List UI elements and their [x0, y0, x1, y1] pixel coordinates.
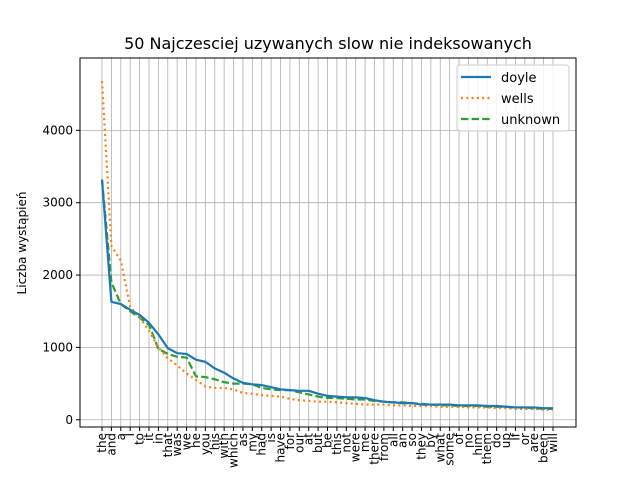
legend-box: [456, 64, 570, 132]
x-tick-label: you: [198, 433, 212, 455]
x-tick-label: which: [227, 433, 241, 468]
x-tick-label: up: [499, 433, 513, 448]
x-tick-label: with: [217, 433, 231, 458]
x-tick-label: will: [546, 433, 560, 453]
x-tick-label: not: [339, 433, 353, 453]
x-tick-label: there: [367, 433, 381, 465]
legend-label-doyle: doyle: [501, 71, 537, 86]
x-tick-label: them: [480, 433, 494, 464]
x-tick-label: an: [396, 433, 410, 448]
x-tick-label: all: [386, 433, 400, 447]
x-tick-label: are: [527, 433, 541, 452]
y-axis: 0 1000 2000 3000 4000: [42, 123, 80, 427]
x-tick-label: by: [424, 433, 438, 448]
x-tick-label: I: [123, 433, 137, 437]
series-line-wells: [100, 81, 553, 411]
x-tick-label: had: [255, 433, 269, 456]
x-tick-label: they: [414, 433, 428, 460]
x-tick-label: be: [321, 433, 335, 448]
x-tick-label: me: [358, 433, 372, 452]
x-tick-label: the: [95, 433, 109, 453]
y-tick-label: 0: [65, 413, 73, 427]
x-tick-label: been: [537, 433, 551, 463]
x-tick-label: or: [518, 433, 532, 445]
x-tick-label: of: [452, 432, 466, 444]
x-tick-label: so: [405, 433, 419, 447]
series-line-doyle: [100, 179, 553, 410]
x-tick-label: my: [245, 433, 259, 452]
x-tick-label: a: [114, 433, 128, 440]
x-tick-label: is: [264, 433, 278, 443]
x-axis: theandaItoitinthatwasweheyouhiswithwhich…: [95, 427, 560, 468]
y-tick-label: 3000: [42, 196, 73, 210]
chart-title: 50 Najczesciej uzywanych slow nie indeks…: [124, 34, 532, 53]
x-tick-label: he: [189, 433, 203, 448]
x-tick-label: his: [208, 433, 222, 450]
x-tick-label: this: [330, 433, 344, 455]
x-tick-label: that: [161, 433, 175, 458]
series-layer: [100, 81, 553, 411]
legend-label-unknown: unknown: [501, 113, 560, 128]
x-tick-label: it: [142, 433, 156, 441]
y-tick-label: 4000: [42, 123, 73, 137]
x-tick-label: to: [133, 433, 147, 445]
grid: [80, 58, 576, 427]
x-tick-label: him: [471, 433, 485, 456]
y-tick-label: 1000: [42, 340, 73, 354]
x-tick-label: what: [433, 433, 447, 463]
x-tick-label: we: [180, 433, 194, 450]
x-tick-label: our: [292, 433, 306, 453]
y-tick-label: 2000: [42, 268, 73, 282]
x-tick-label: if: [508, 432, 522, 440]
x-tick-label: at: [302, 433, 316, 445]
x-tick-label: no: [461, 433, 475, 448]
x-tick-label: were: [349, 433, 363, 462]
x-tick-label: as: [236, 433, 250, 447]
x-tick-label: some: [443, 433, 457, 466]
x-tick-label: and: [104, 433, 118, 456]
legend-label-wells: wells: [501, 92, 534, 107]
x-tick-label: have: [274, 433, 288, 462]
y-axis-label: Liczba wystąpień: [15, 192, 29, 295]
x-tick-label: but: [311, 433, 325, 453]
x-tick-label: from: [377, 433, 391, 461]
legend: doyle wells unknown: [456, 64, 570, 132]
x-tick-label: was: [170, 433, 184, 456]
x-tick-label: do: [490, 433, 504, 448]
x-tick-label: in: [151, 433, 165, 444]
x-tick-label: for: [283, 433, 297, 450]
